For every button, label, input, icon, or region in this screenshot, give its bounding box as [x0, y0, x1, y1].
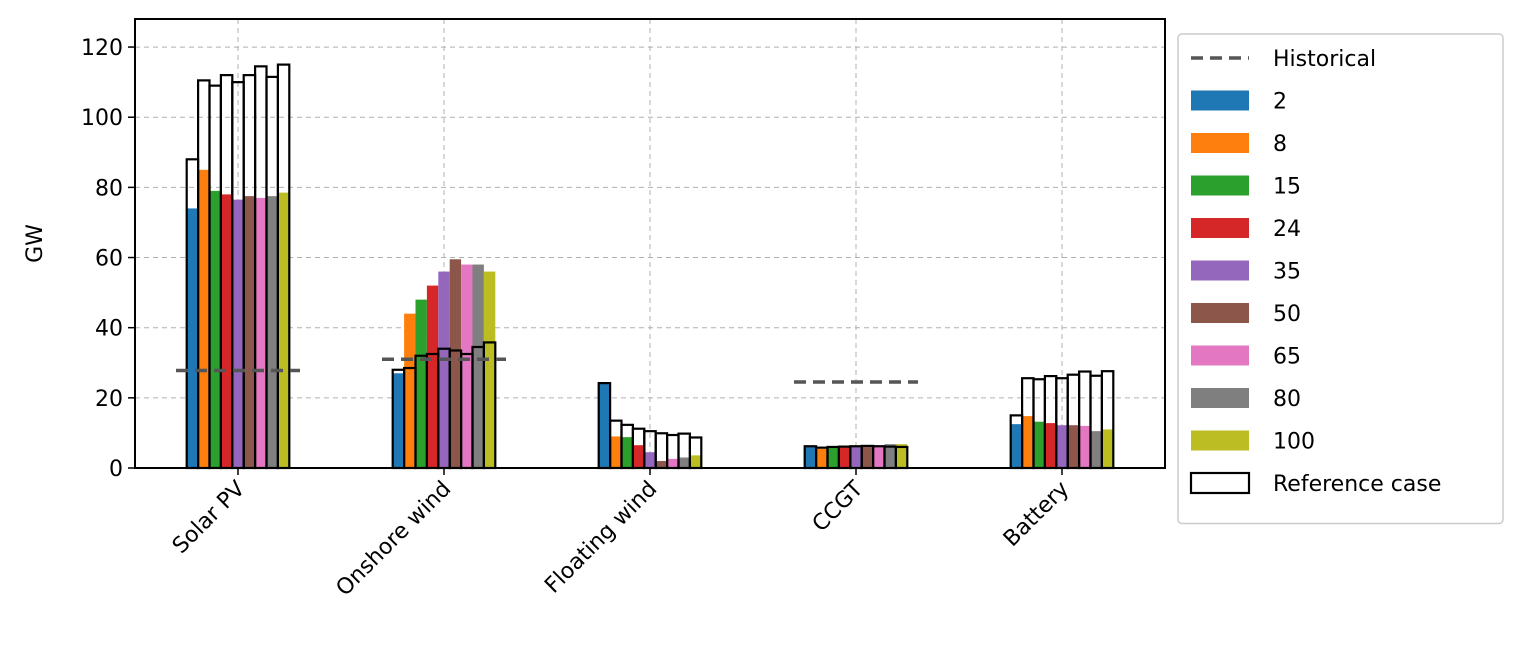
bar-8: [610, 436, 622, 468]
bars: [186, 169, 1114, 468]
bar-80: [266, 196, 278, 468]
y-tick-label: 20: [95, 387, 123, 412]
legend-box: [1177, 33, 1504, 525]
bar-24: [220, 194, 233, 468]
bar-100: [689, 455, 702, 468]
bar-15: [415, 299, 427, 468]
legend-label: 2: [1273, 90, 1287, 115]
bar-2: [392, 373, 405, 468]
bar-35: [644, 452, 656, 468]
bar-100: [483, 271, 496, 468]
y-tick-label: 80: [95, 176, 123, 201]
y-tick-label: 120: [81, 36, 123, 61]
bar-65: [461, 264, 473, 468]
bar-100: [1101, 429, 1114, 468]
y-tick-label: 60: [95, 247, 123, 272]
legend-swatch-35: [1191, 260, 1249, 281]
legend: Historical 2 8 15 24 35 50 65 80 100 Reference cas…: [1177, 33, 1504, 525]
reference-bar: [894, 445, 909, 470]
reference-bar: [482, 341, 497, 470]
bar-8: [198, 169, 210, 468]
bar-80: [884, 444, 896, 468]
y-tick-label: 0: [109, 457, 123, 482]
bar-2: [186, 208, 199, 468]
bar-8: [1022, 416, 1034, 468]
legend-label: Reference case: [1273, 472, 1441, 497]
bar-35: [1056, 425, 1068, 468]
y-tick-label: 100: [81, 106, 123, 131]
bar-50: [655, 460, 668, 468]
bar-15: [827, 447, 839, 468]
legend-label: 50: [1273, 302, 1301, 327]
legend-label: Historical: [1273, 47, 1376, 72]
bar-24: [426, 285, 439, 468]
bar-15: [209, 190, 221, 468]
bar-15: [621, 437, 633, 468]
legend-swatch-24: [1191, 218, 1249, 238]
legend-label: 15: [1273, 175, 1301, 200]
legend-swatch-80: [1191, 388, 1249, 408]
bar-35: [438, 271, 450, 468]
legend-swatch-65: [1191, 345, 1249, 366]
bar-80: [1090, 431, 1102, 468]
reference-bar: [1100, 370, 1115, 470]
bar-50: [1067, 425, 1080, 468]
legend-swatch-15: [1191, 175, 1249, 196]
bar-100: [895, 444, 908, 468]
legend-label: 100: [1273, 430, 1315, 455]
bar-2: [804, 446, 817, 468]
y-axis-label: GW: [23, 224, 48, 263]
y-axis: 0 20 40 60 80 100 120: [81, 36, 135, 482]
bar-80: [472, 264, 484, 468]
bar-80: [678, 457, 690, 468]
bar-24: [632, 445, 645, 468]
historical-lines: [176, 357, 918, 384]
bar-15: [1033, 421, 1045, 468]
y-tick-label: 40: [95, 317, 123, 342]
bar-65: [873, 445, 885, 468]
legend-label: 35: [1273, 260, 1301, 285]
bar-100: [277, 192, 290, 468]
bar-50: [243, 196, 256, 468]
bar-65: [255, 197, 267, 468]
bar-8: [816, 448, 828, 468]
legend-swatch-100: [1191, 430, 1249, 451]
legend-label: 24: [1273, 217, 1301, 242]
bar-2: [1010, 424, 1023, 468]
legend-swatch-2: [1191, 90, 1249, 111]
bar-50: [449, 259, 462, 468]
reference-bar: [688, 436, 703, 470]
reference-bars: [185, 63, 1115, 470]
legend-label: 8: [1273, 132, 1287, 157]
bar-65: [667, 458, 679, 468]
bar-35: [850, 446, 862, 468]
legend-swatch-8: [1191, 133, 1249, 153]
bar-2: [598, 383, 611, 468]
legend-reference-swatch: [1189, 471, 1251, 495]
bar-8: [404, 313, 416, 468]
bar-50: [861, 446, 874, 468]
legend-label: 80: [1273, 387, 1301, 412]
legend-swatch-50: [1191, 303, 1249, 323]
reference-bar: [276, 63, 291, 470]
bar-24: [1044, 423, 1057, 468]
bar-24: [838, 447, 851, 468]
bar-35: [232, 199, 244, 468]
legend-label: 65: [1273, 345, 1301, 370]
bar-65: [1079, 425, 1091, 468]
